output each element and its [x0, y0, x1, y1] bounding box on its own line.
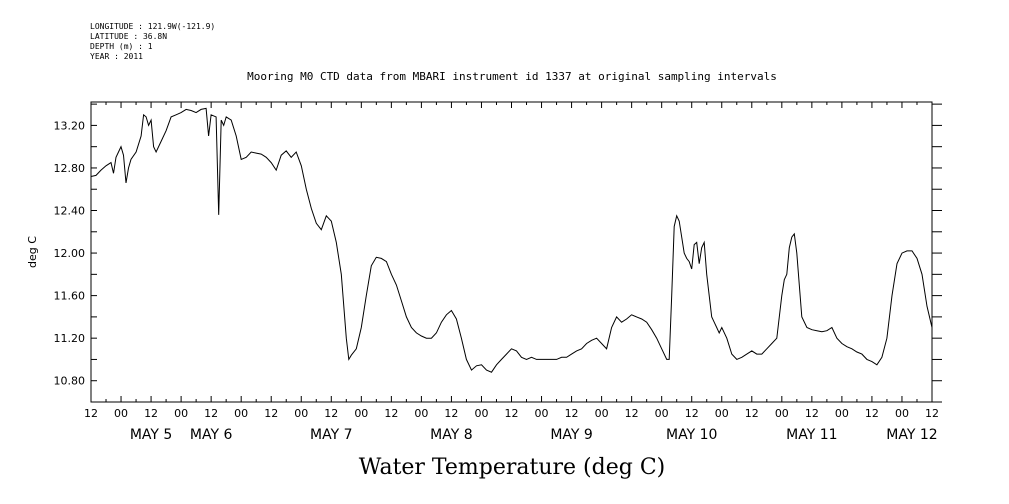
x-tick-label: 00 [414, 407, 428, 420]
x-tick-label: 12 [444, 407, 458, 420]
longitude-text: LONGITUDE : 121.9W(-121.9) [90, 22, 216, 31]
x-day-label: MAY 8 [430, 427, 472, 443]
x-day-label: MAY 5 [130, 427, 172, 443]
x-day-label: MAY 10 [666, 427, 717, 443]
x-tick-label: 12 [685, 407, 699, 420]
latitude-text: LATITUDE : 36.8N [90, 32, 168, 41]
x-tick-label: 00 [474, 407, 488, 420]
x-tick-label: 12 [565, 407, 579, 420]
x-tick-label: 00 [174, 407, 188, 420]
x-tick-label: 00 [114, 407, 128, 420]
x-tick-label: 00 [895, 407, 909, 420]
x-day-label: MAY 12 [886, 427, 937, 443]
x-day-label: MAY 7 [310, 427, 352, 443]
y-tick-label: 11.60 [54, 290, 86, 303]
x-tick-label: 00 [835, 407, 849, 420]
y-tick-label: 12.80 [54, 162, 86, 175]
x-tick-label: 12 [505, 407, 519, 420]
x-day-label: MAY 9 [550, 427, 592, 443]
x-tick-label: 00 [655, 407, 669, 420]
x-tick-label: 00 [294, 407, 308, 420]
y-tick-label: 12.00 [54, 247, 86, 260]
x-tick-label: 12 [204, 407, 218, 420]
x-tick-label: 12 [625, 407, 639, 420]
y-tick-label: 11.20 [54, 332, 86, 345]
x-tick-label: 12 [925, 407, 939, 420]
y-tick-label: 13.20 [54, 119, 86, 132]
x-day-label: MAY 11 [786, 427, 837, 443]
x-tick-label: 12 [264, 407, 278, 420]
x-axis-label: Water Temperature (deg C) [358, 455, 666, 480]
x-tick-label: 12 [384, 407, 398, 420]
x-tick-label: 12 [324, 407, 338, 420]
x-tick-label: 12 [144, 407, 158, 420]
x-tick-label: 00 [535, 407, 549, 420]
x-tick-label: 00 [234, 407, 248, 420]
x-tick-label: 12 [84, 407, 98, 420]
x-tick-label: 12 [805, 407, 819, 420]
y-axis-label: deg C [26, 236, 39, 268]
x-tick-label: 12 [745, 407, 759, 420]
x-tick-label: 00 [595, 407, 609, 420]
x-tick-label: 12 [865, 407, 879, 420]
y-tick-label: 12.40 [54, 205, 86, 218]
x-tick-label: 00 [775, 407, 789, 420]
y-tick-label: 10.80 [54, 375, 86, 388]
chart-title: Mooring M0 CTD data from MBARI instrumen… [247, 70, 777, 83]
depth-text: DEPTH (m) : 1 [90, 42, 153, 51]
metadata-block: LONGITUDE : 121.9W(-121.9) LATITUDE : 36… [90, 22, 215, 62]
year-text: YEAR : 2011 [90, 52, 143, 61]
x-tick-label: 00 [354, 407, 368, 420]
x-tick-label: 00 [715, 407, 729, 420]
x-day-label: MAY 6 [190, 427, 233, 443]
temperature-series-line [90, 107, 933, 373]
